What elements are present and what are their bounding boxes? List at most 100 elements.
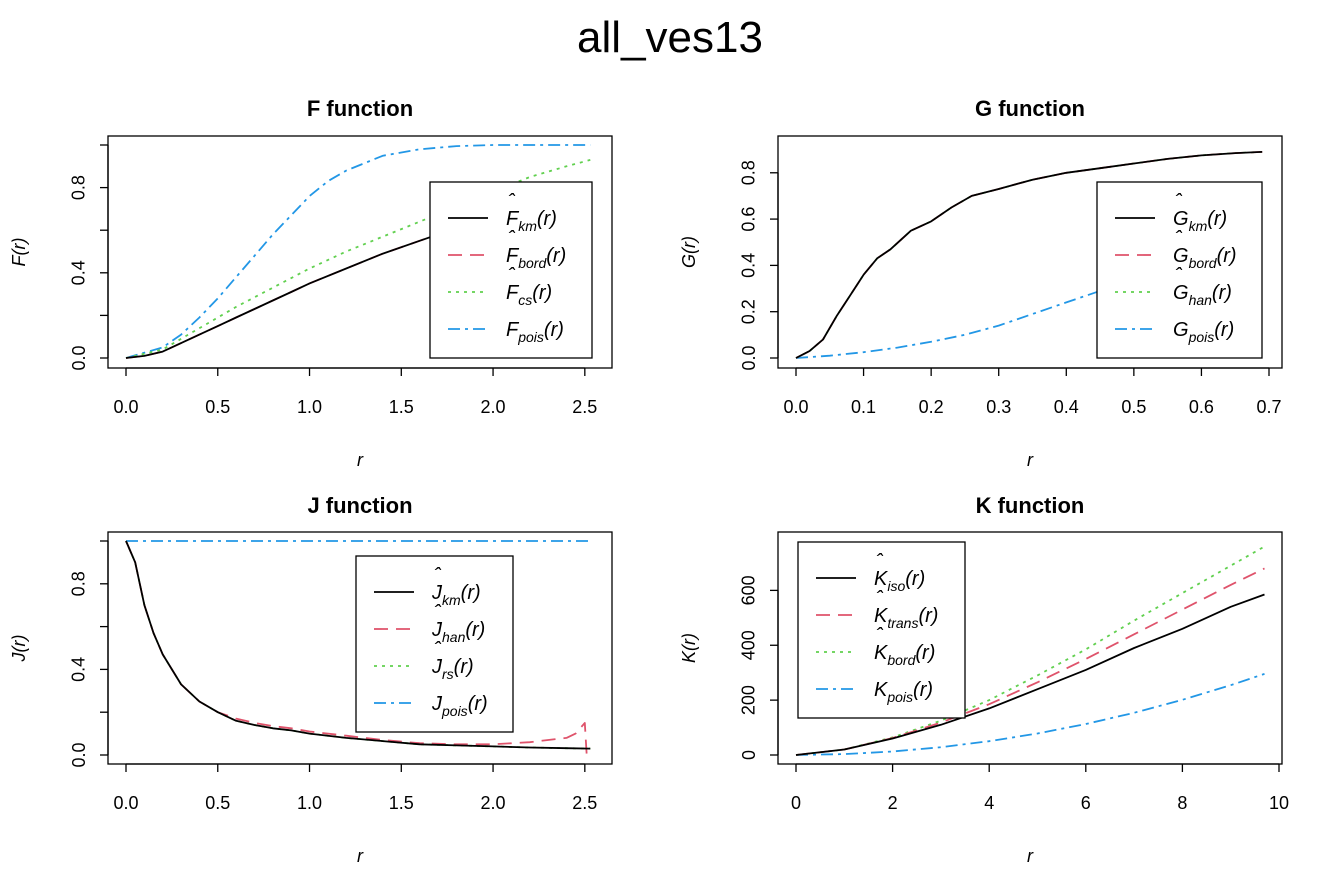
legend-label-sub: iso [887, 578, 905, 594]
legend-hat: ˆ [876, 625, 884, 647]
legend-label: Kiso(r) [874, 568, 925, 594]
panel-title: J function [307, 493, 412, 518]
legend-label: Ghan(r) [1173, 282, 1232, 308]
legend-hat: ˆ [1175, 191, 1183, 213]
legend-label-arg: (r) [1207, 208, 1227, 230]
x-tick-label: 10 [1269, 793, 1289, 813]
y-tick-label: 0.2 [739, 299, 759, 324]
legend-label-arg: (r) [546, 245, 566, 267]
legend-label-sub: km [442, 592, 461, 608]
legend-label-arg: (r) [468, 693, 488, 715]
legend-label: Kpois(r) [874, 679, 933, 705]
legend-label-main: F [506, 282, 520, 304]
legend-label-sub: han [1189, 292, 1213, 308]
x-axis-label: r [357, 450, 364, 470]
x-tick-label: 0.0 [113, 793, 138, 813]
legend-label: Gpois(r) [1173, 319, 1234, 345]
y-tick-label: 0.8 [69, 175, 89, 200]
legend-label-main: K [874, 568, 889, 590]
legend-hat: ˆ [876, 551, 884, 573]
legend-hat: ˆ [876, 588, 884, 610]
x-tick-label: 1.0 [297, 397, 322, 417]
legend-label: Fkm(r) [506, 208, 557, 234]
legend-label-arg: (r) [905, 568, 925, 590]
legend-label-sub: pois [517, 329, 544, 345]
x-tick-label: 1.0 [297, 793, 322, 813]
legend-label-arg: (r) [537, 208, 557, 230]
y-tick-label: 200 [739, 685, 759, 715]
y-tick-label: 0.4 [739, 253, 759, 278]
y-tick-label: 0.0 [69, 345, 89, 370]
legend-label-sub: rs [442, 666, 454, 682]
legend-label-arg: (r) [1212, 282, 1232, 304]
x-tick-label: 2.0 [481, 793, 506, 813]
legend-hat: ˆ [1175, 265, 1183, 287]
legend-label-arg: (r) [1214, 319, 1234, 341]
x-axis-label: r [1027, 846, 1034, 866]
x-tick-label: 0.1 [851, 397, 876, 417]
legend-label-arg: (r) [1217, 245, 1237, 267]
legend-label-main: G [1173, 208, 1189, 230]
legend-label-main: K [874, 679, 889, 701]
legend-label-main: J [431, 693, 443, 715]
y-axis-label: J(r) [9, 635, 29, 663]
series-line-trans [795, 567, 1265, 756]
y-tick-label: 600 [739, 575, 759, 605]
legend-hat: ˆ [434, 602, 442, 624]
legend-label-main: K [874, 605, 889, 627]
legend-label: Jrs(r) [431, 656, 474, 682]
y-tick-label: 0.4 [69, 657, 89, 682]
y-tick-label: 0.4 [69, 260, 89, 285]
legend-label-arg: (r) [915, 642, 935, 664]
legend-label: Ktrans(r) [874, 605, 938, 631]
legend-label-main: F [506, 245, 520, 267]
legend-label: Gbord(r) [1173, 245, 1237, 271]
legend-label-main: J [431, 582, 443, 604]
legend-label-sub: pois [886, 689, 913, 705]
x-tick-label: 2.5 [572, 793, 597, 813]
legend-label-sub: han [442, 629, 466, 645]
legend-hat: ˆ [508, 228, 516, 250]
legend-label-sub: trans [887, 615, 918, 631]
figure-title: all_ves13 [577, 13, 763, 62]
series-line-pois [795, 673, 1265, 756]
y-tick-label: 0.8 [69, 571, 89, 596]
x-tick-label: 0.5 [1121, 397, 1146, 417]
x-tick-label: 0.2 [919, 397, 944, 417]
series-line-pois [125, 144, 591, 359]
legend-hat: ˆ [1175, 228, 1183, 250]
legend-label-main: G [1173, 282, 1189, 304]
legend-label: Jpois(r) [431, 693, 488, 719]
y-axis-label: K(r) [679, 633, 699, 663]
x-tick-label: 2 [888, 793, 898, 813]
y-tick-label: 0.8 [739, 160, 759, 185]
x-tick-label: 0.0 [783, 397, 808, 417]
y-axis-label: G(r) [679, 236, 699, 268]
legend-label-main: G [1173, 319, 1189, 341]
legend-hat: ˆ [434, 639, 442, 661]
x-tick-label: 0.5 [205, 793, 230, 813]
legend-label: Kbord(r) [874, 642, 935, 668]
legend-label-arg: (r) [461, 582, 481, 604]
x-tick-label: 8 [1177, 793, 1187, 813]
x-tick-label: 2.0 [481, 397, 506, 417]
series-line-km [125, 540, 591, 750]
legend-label-main: G [1173, 245, 1189, 267]
y-tick-label: 0.0 [69, 742, 89, 767]
x-axis-label: r [1027, 450, 1034, 470]
panel-title: K function [976, 493, 1085, 518]
x-tick-label: 0.3 [986, 397, 1011, 417]
y-tick-label: 0.6 [739, 207, 759, 232]
x-tick-label: 0.0 [113, 397, 138, 417]
legend-label: Fpois(r) [506, 319, 564, 345]
legend-label-sub: km [518, 218, 537, 234]
legend-label: Jhan(r) [431, 619, 485, 645]
legend-label-arg: (r) [465, 619, 485, 641]
y-tick-label: 400 [739, 630, 759, 660]
